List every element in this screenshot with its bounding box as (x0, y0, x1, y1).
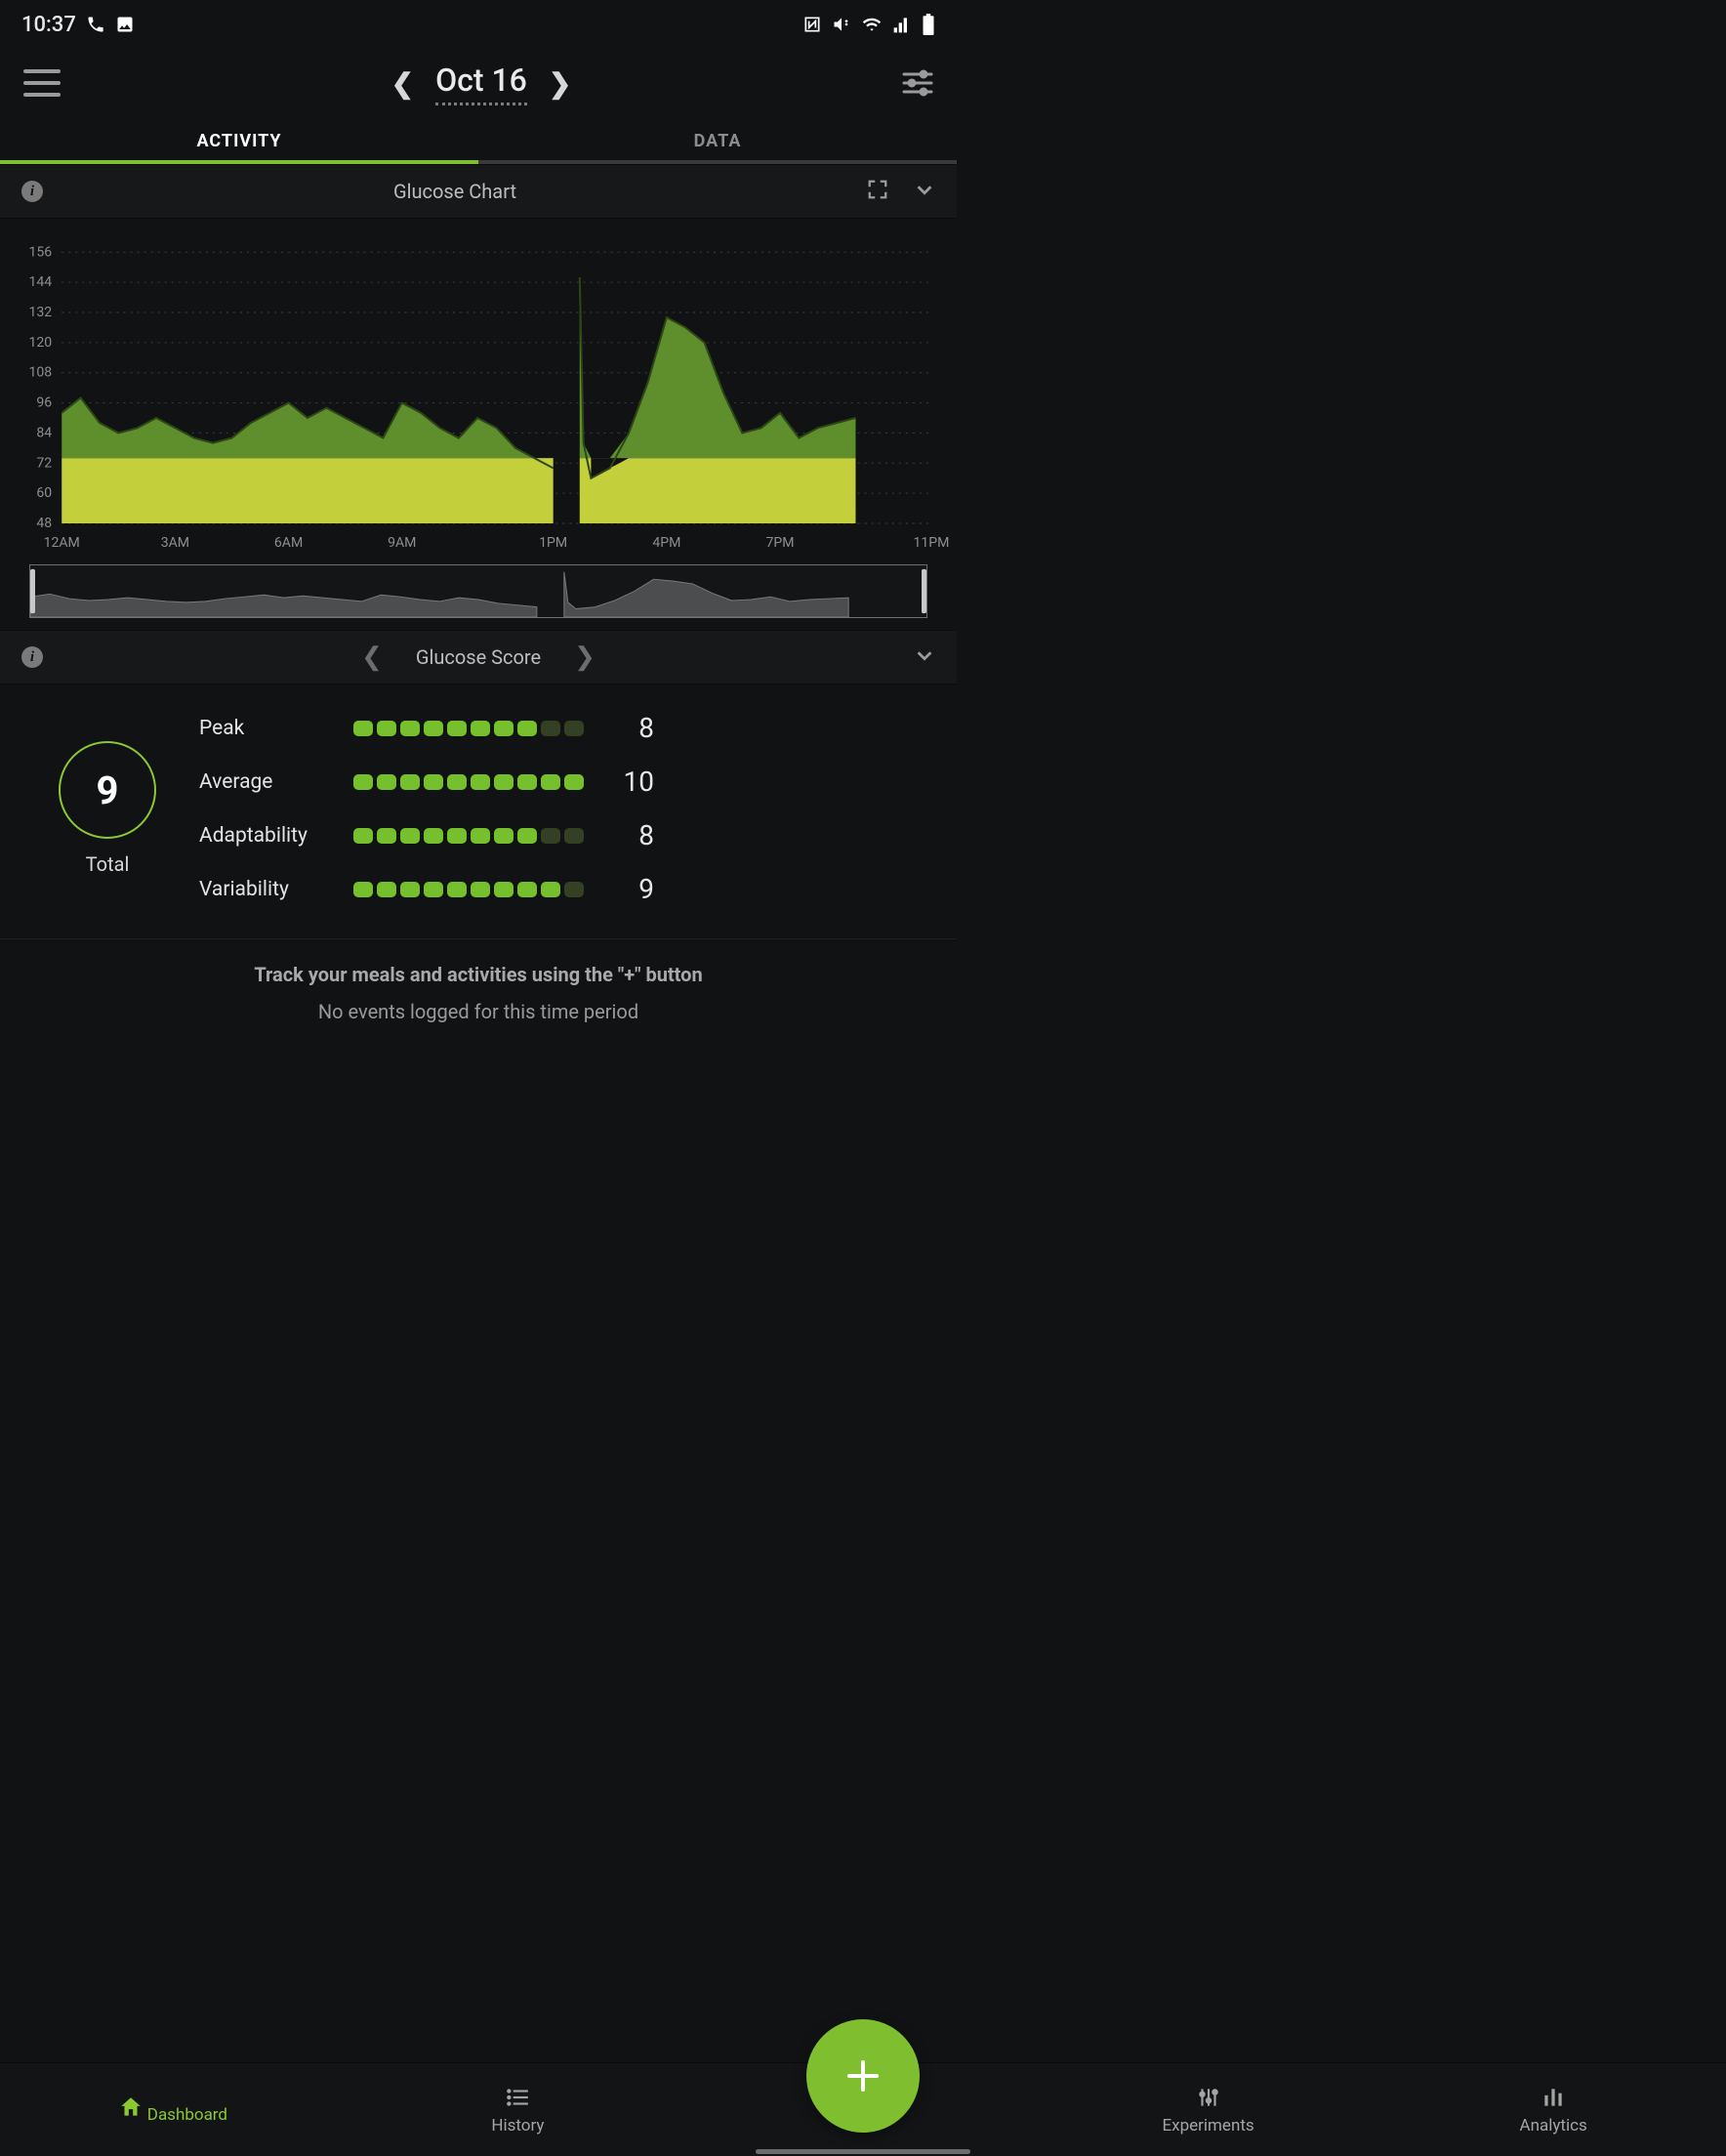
nfc-icon (802, 15, 822, 34)
glucose-score-header: i ❮ Glucose Score ❯ (0, 630, 957, 684)
home-handle (756, 2149, 970, 2154)
add-event-button[interactable] (806, 2019, 920, 2133)
score-next-icon[interactable]: ❯ (574, 643, 596, 672)
svg-text:9AM: 9AM (388, 535, 416, 551)
signal-icon (892, 15, 912, 34)
filter-icon[interactable] (902, 69, 933, 97)
svg-text:60: 60 (36, 485, 52, 501)
collapse-chart-icon[interactable] (914, 179, 935, 204)
metric-row: Adaptability 8 (199, 819, 918, 851)
metric-value: 8 (613, 819, 654, 851)
metric-row: Average 10 (199, 766, 918, 798)
bars-icon (1541, 2085, 1566, 2110)
svg-text:96: 96 (36, 395, 52, 411)
score-metrics: Peak 8 Average 10 Adaptability 8 Variability 9 (199, 712, 918, 905)
sliders-icon (1196, 2085, 1221, 2110)
mute-icon (832, 15, 851, 34)
wifi-icon (861, 15, 883, 34)
metric-pips (353, 721, 584, 736)
expand-icon[interactable] (867, 179, 888, 204)
status-time: 10:37 (21, 13, 76, 37)
svg-text:120: 120 (28, 335, 52, 351)
svg-text:48: 48 (36, 516, 52, 531)
prev-day-icon[interactable]: ❮ (391, 67, 414, 100)
svg-text:3AM: 3AM (161, 535, 189, 551)
svg-text:4PM: 4PM (652, 535, 680, 551)
nav-experiments-label: Experiments (1162, 2116, 1253, 2135)
nav-dashboard-label: Dashboard (147, 2105, 227, 2125)
nav-history[interactable]: History (346, 2063, 691, 2156)
phone-icon (86, 15, 105, 34)
collapse-score-icon[interactable] (914, 644, 935, 670)
svg-text:156: 156 (28, 244, 52, 260)
metric-label: Peak (199, 717, 336, 740)
nav-analytics-label: Analytics (1520, 2116, 1587, 2135)
score-prev-icon[interactable]: ❮ (361, 643, 383, 672)
nav-experiments[interactable]: Experiments (1036, 2063, 1381, 2156)
score-total: 9 Total (59, 741, 156, 876)
next-day-icon[interactable]: ❯ (549, 67, 571, 100)
metric-pips (353, 828, 584, 844)
score-total-label: Total (86, 852, 130, 876)
tabs: ACTIVITY DATA (0, 117, 957, 164)
metric-row: Peak 8 (199, 712, 918, 744)
svg-text:12AM: 12AM (44, 535, 80, 551)
tab-activity[interactable]: ACTIVITY (0, 117, 478, 164)
svg-text:6AM: 6AM (274, 535, 303, 551)
nav-history-label: History (491, 2116, 544, 2135)
svg-text:132: 132 (28, 305, 52, 320)
glucose-chart: 48 60 72 84 96 108 120 132 144 156 12AM 3AM 6AM 9AM 1P… (0, 219, 957, 559)
events-prompt-line2: No events logged for this time period (23, 1000, 933, 1023)
tab-data-label: DATA (694, 131, 742, 151)
nav-dashboard[interactable]: Dashboard (0, 2063, 346, 2156)
metric-pips (353, 882, 584, 897)
metric-value: 10 (613, 766, 654, 798)
home-icon (118, 2094, 144, 2120)
menu-icon[interactable] (23, 69, 61, 97)
svg-text:7PM: 7PM (766, 535, 795, 551)
svg-text:1PM: 1PM (539, 535, 567, 551)
tab-activity-label: ACTIVITY (196, 131, 281, 151)
events-prompt: Track your meals and activities using th… (0, 938, 957, 1031)
list-icon (505, 2085, 530, 2110)
metric-label: Variability (199, 878, 336, 901)
picture-icon (115, 15, 135, 34)
metric-pips (353, 774, 584, 790)
metric-value: 8 (613, 712, 654, 744)
metric-label: Average (199, 770, 336, 794)
svg-text:144: 144 (28, 274, 52, 290)
svg-text:72: 72 (36, 455, 52, 471)
nav-analytics[interactable]: Analytics (1380, 2063, 1726, 2156)
svg-text:84: 84 (36, 425, 52, 440)
tab-data[interactable]: DATA (478, 117, 957, 164)
date-nav: ❮ Oct 16 ❯ (391, 62, 572, 105)
top-bar: ❮ Oct 16 ❯ (0, 49, 957, 117)
score-total-value: 9 (97, 767, 119, 813)
glucose-chart-title: Glucose Chart (43, 180, 867, 203)
info-icon[interactable]: i (21, 181, 43, 202)
events-prompt-line1: Track your meals and activities using th… (23, 963, 933, 986)
glucose-score-body: 9 Total Peak 8 Average 10 Adaptability 8 Varia… (0, 684, 957, 938)
metric-label: Adaptability (199, 824, 336, 848)
status-bar: 10:37 (0, 0, 957, 49)
metric-row: Variability 9 (199, 873, 918, 905)
glucose-minimap[interactable] (0, 559, 957, 630)
date-label[interactable]: Oct 16 (435, 62, 527, 105)
info-icon[interactable]: i (21, 646, 43, 668)
metric-value: 9 (613, 873, 654, 905)
battery-icon (922, 14, 935, 35)
svg-text:108: 108 (28, 365, 52, 381)
glucose-chart-header: i Glucose Chart (0, 164, 957, 219)
glucose-score-title: Glucose Score (416, 645, 541, 669)
svg-text:11PM: 11PM (913, 535, 949, 551)
